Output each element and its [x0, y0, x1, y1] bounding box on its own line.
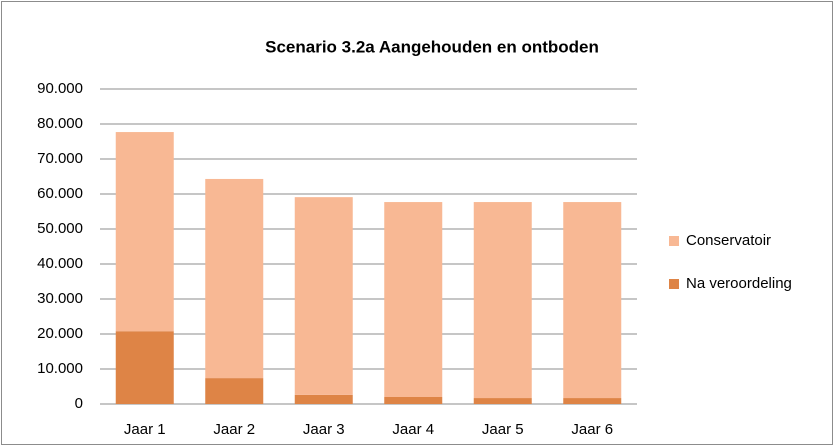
x-tick-label: Jaar 3: [303, 421, 345, 438]
y-tick-label: 20.000: [37, 325, 83, 342]
bar-segment: [115, 331, 174, 404]
y-tick-label: 0: [75, 395, 83, 412]
x-tick-label: Jaar 4: [392, 421, 434, 438]
bar-segment: [563, 202, 622, 399]
bar-segment: [294, 197, 353, 395]
bar-segment: [205, 378, 264, 404]
bar-segment: [473, 398, 532, 404]
y-tick-label: 40.000: [37, 255, 83, 272]
y-tick-label: 80.000: [37, 115, 83, 132]
bar-segment: [384, 202, 443, 397]
y-tick-label: 10.000: [37, 360, 83, 377]
bar-segment: [205, 178, 264, 379]
y-tick-label: 50.000: [37, 220, 83, 237]
x-tick-label: Jaar 5: [482, 421, 524, 438]
bar-segment: [294, 394, 353, 404]
legend-label: Conservatoir: [686, 232, 771, 249]
x-tick-label: Jaar 2: [213, 421, 255, 438]
bar-segment: [115, 132, 174, 332]
legend-label: Na veroordeling: [686, 275, 792, 292]
x-tick-label: Jaar 6: [571, 421, 613, 438]
legend-swatch: [669, 236, 679, 246]
bar-segment: [384, 397, 443, 404]
legend-swatch: [669, 279, 679, 289]
y-tick-label: 60.000: [37, 185, 83, 202]
y-tick-label: 30.000: [37, 290, 83, 307]
bar-segment: [473, 202, 532, 399]
x-tick-label: Jaar 1: [124, 421, 166, 438]
y-tick-label: 70.000: [37, 150, 83, 167]
y-tick-label: 90.000: [37, 80, 83, 97]
chart-title: Scenario 3.2a Aangehouden en ontboden: [265, 37, 599, 56]
bar-segment: [563, 398, 622, 404]
